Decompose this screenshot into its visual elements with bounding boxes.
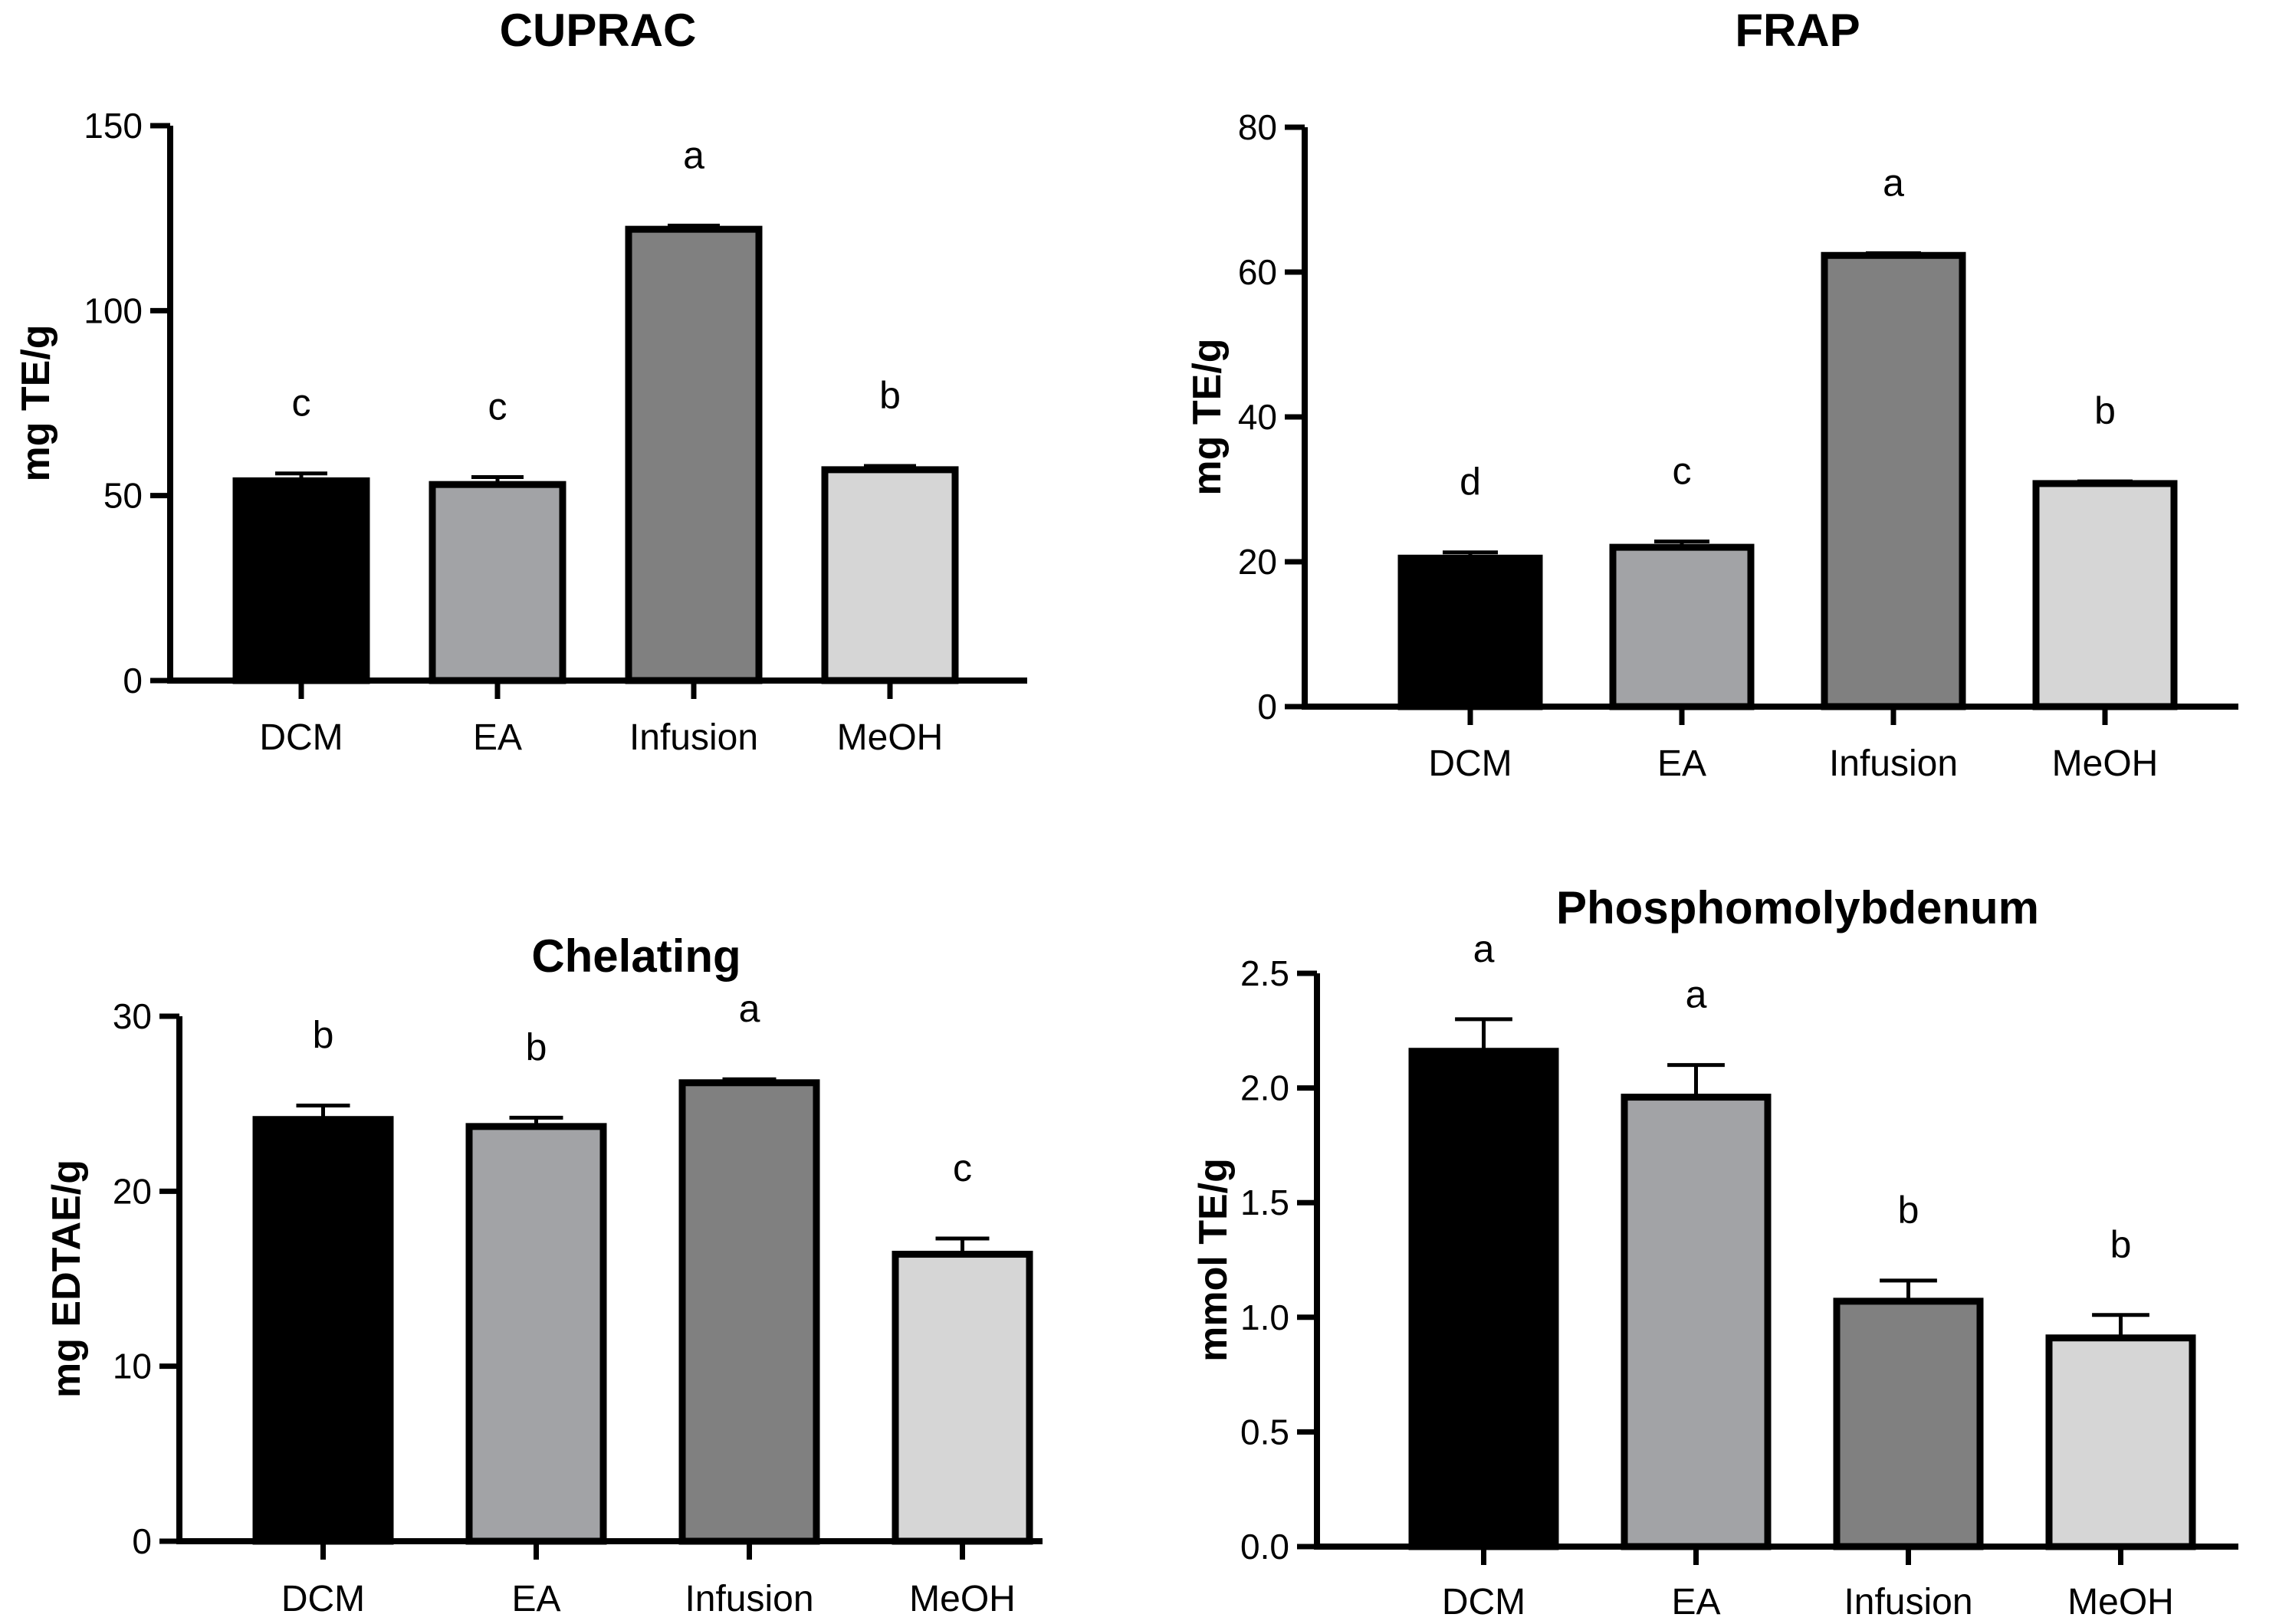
- error-bar-infusion: [668, 223, 720, 230]
- error-bar-meoh: [935, 1236, 990, 1255]
- y-axis-label: mmol TE/g: [1191, 1158, 1236, 1362]
- y-tick-label: 0.5: [1240, 1412, 1289, 1452]
- significance-letter: b: [2110, 1223, 2132, 1266]
- significance-letter: c: [292, 382, 311, 425]
- bar-dcm: [252, 1116, 394, 1545]
- error-bar-meoh: [2077, 479, 2133, 484]
- category-label: Infusion: [1844, 1582, 1972, 1622]
- y-tick-label: 0: [1257, 687, 1277, 727]
- error-bar-dcm: [1455, 1017, 1512, 1051]
- error-bar-infusion: [1880, 1278, 1937, 1301]
- significance-letter: a: [739, 987, 760, 1030]
- y-tick-label: 100: [84, 290, 143, 330]
- y-tick-label: 150: [84, 106, 143, 146]
- error-bar-infusion: [722, 1077, 777, 1083]
- error-bar-meoh: [864, 464, 916, 470]
- bar-ea: [1621, 1094, 1772, 1550]
- significance-letter: b: [526, 1025, 547, 1068]
- significance-letter: c: [1673, 450, 1692, 493]
- category-label: Infusion: [685, 1579, 813, 1619]
- error-bar-ea: [1667, 1063, 1725, 1097]
- category-label: MeOH: [2052, 743, 2159, 784]
- category-label: EA: [473, 717, 522, 758]
- significance-letter: c: [488, 385, 507, 428]
- bar-ea: [1609, 543, 1755, 710]
- error-bar-dcm: [296, 1103, 350, 1120]
- significance-letter: a: [1686, 973, 1707, 1016]
- bar-meoh: [2045, 1334, 2196, 1550]
- y-tick-label: 30: [113, 996, 152, 1036]
- y-tick-label: 10: [113, 1347, 152, 1386]
- category-label: EA: [1671, 1582, 1720, 1622]
- significance-letter: a: [1883, 161, 1904, 204]
- error-bar-infusion: [1866, 251, 1921, 256]
- bar-infusion: [1833, 1298, 1984, 1550]
- significance-letter: b: [1898, 1189, 1919, 1232]
- error-bar-dcm: [275, 471, 327, 481]
- error-bar-ea: [509, 1115, 563, 1127]
- bar-ea: [465, 1123, 607, 1545]
- y-tick-label: 0: [123, 661, 143, 700]
- significance-letter: a: [1473, 927, 1495, 970]
- y-tick-label: 20: [1238, 542, 1277, 582]
- error-bar-ea: [471, 475, 524, 485]
- y-tick-label: 2.5: [1240, 953, 1289, 993]
- bar-infusion: [1821, 251, 1966, 710]
- y-tick-label: 1.0: [1240, 1298, 1289, 1337]
- significance-letter: b: [879, 374, 901, 417]
- y-tick-label: 1.5: [1240, 1183, 1289, 1222]
- significance-letter: a: [683, 133, 704, 176]
- category-label: Infusion: [629, 717, 758, 758]
- significance-letter: b: [2094, 389, 2116, 432]
- bar-meoh: [821, 466, 959, 684]
- bar-dcm: [1397, 554, 1543, 710]
- error-bar-dcm: [1443, 550, 1498, 559]
- category-label: EA: [511, 1579, 560, 1619]
- bar-ea: [429, 481, 566, 684]
- error-bar-ea: [1654, 540, 1709, 548]
- y-axis-label: mg TE/g: [14, 324, 58, 481]
- category-label: DCM: [281, 1579, 365, 1619]
- error-bar-meoh: [2092, 1313, 2149, 1338]
- bar-infusion: [625, 225, 763, 684]
- significance-letter: d: [1460, 461, 1481, 504]
- y-tick-label: 60: [1238, 252, 1277, 292]
- y-tick-label: 0: [132, 1521, 152, 1561]
- y-tick-label: 2.0: [1240, 1068, 1289, 1108]
- y-axis-label: mg TE/g: [1185, 338, 1230, 495]
- y-tick-label: 50: [103, 476, 143, 516]
- frap-chart: FRAP mg TE/g d DCM c EA a Infusion b MeOH 0 20 40 60 8…: [1185, 5, 2238, 784]
- category-label: EA: [1657, 743, 1706, 784]
- phosphomolybdenum-chart: Phosphomolybdenum mmol TE/g a DCM a EA b Infusi…: [1191, 882, 2238, 1622]
- bar-infusion: [678, 1079, 820, 1545]
- y-tick-label: 40: [1238, 397, 1277, 437]
- chart-title: FRAP: [1735, 5, 1860, 56]
- chelating-chart: Chelating mg EDTAE/g b DCM b EA a Infusion c MeOH…: [44, 930, 1043, 1619]
- category-label: Infusion: [1829, 743, 1958, 784]
- bar-meoh: [2032, 480, 2178, 710]
- cuprac-chart: CUPRAC mg TE/g c DCM c EA a Infusion b MeOH 0 50 100…: [14, 5, 1027, 758]
- y-tick-label: 0.0: [1240, 1527, 1289, 1567]
- bar-meoh: [892, 1251, 1033, 1545]
- category-label: MeOH: [2067, 1582, 2174, 1622]
- y-axis-label: mg EDTAE/g: [44, 1160, 89, 1398]
- bar-dcm: [232, 477, 370, 684]
- chart-title: CUPRAC: [500, 5, 697, 56]
- chart-title: Chelating: [531, 930, 741, 982]
- category-label: DCM: [1442, 1582, 1525, 1622]
- category-label: MeOH: [909, 1579, 1016, 1619]
- bar-dcm: [1408, 1048, 1559, 1550]
- y-tick-label: 80: [1238, 107, 1277, 147]
- significance-letter: c: [953, 1147, 972, 1189]
- category-label: DCM: [259, 717, 343, 758]
- category-label: DCM: [1428, 743, 1512, 784]
- category-label: MeOH: [837, 717, 944, 758]
- chart-title: Phosphomolybdenum: [1556, 882, 2039, 933]
- y-tick-label: 20: [113, 1171, 152, 1211]
- significance-letter: b: [313, 1013, 334, 1056]
